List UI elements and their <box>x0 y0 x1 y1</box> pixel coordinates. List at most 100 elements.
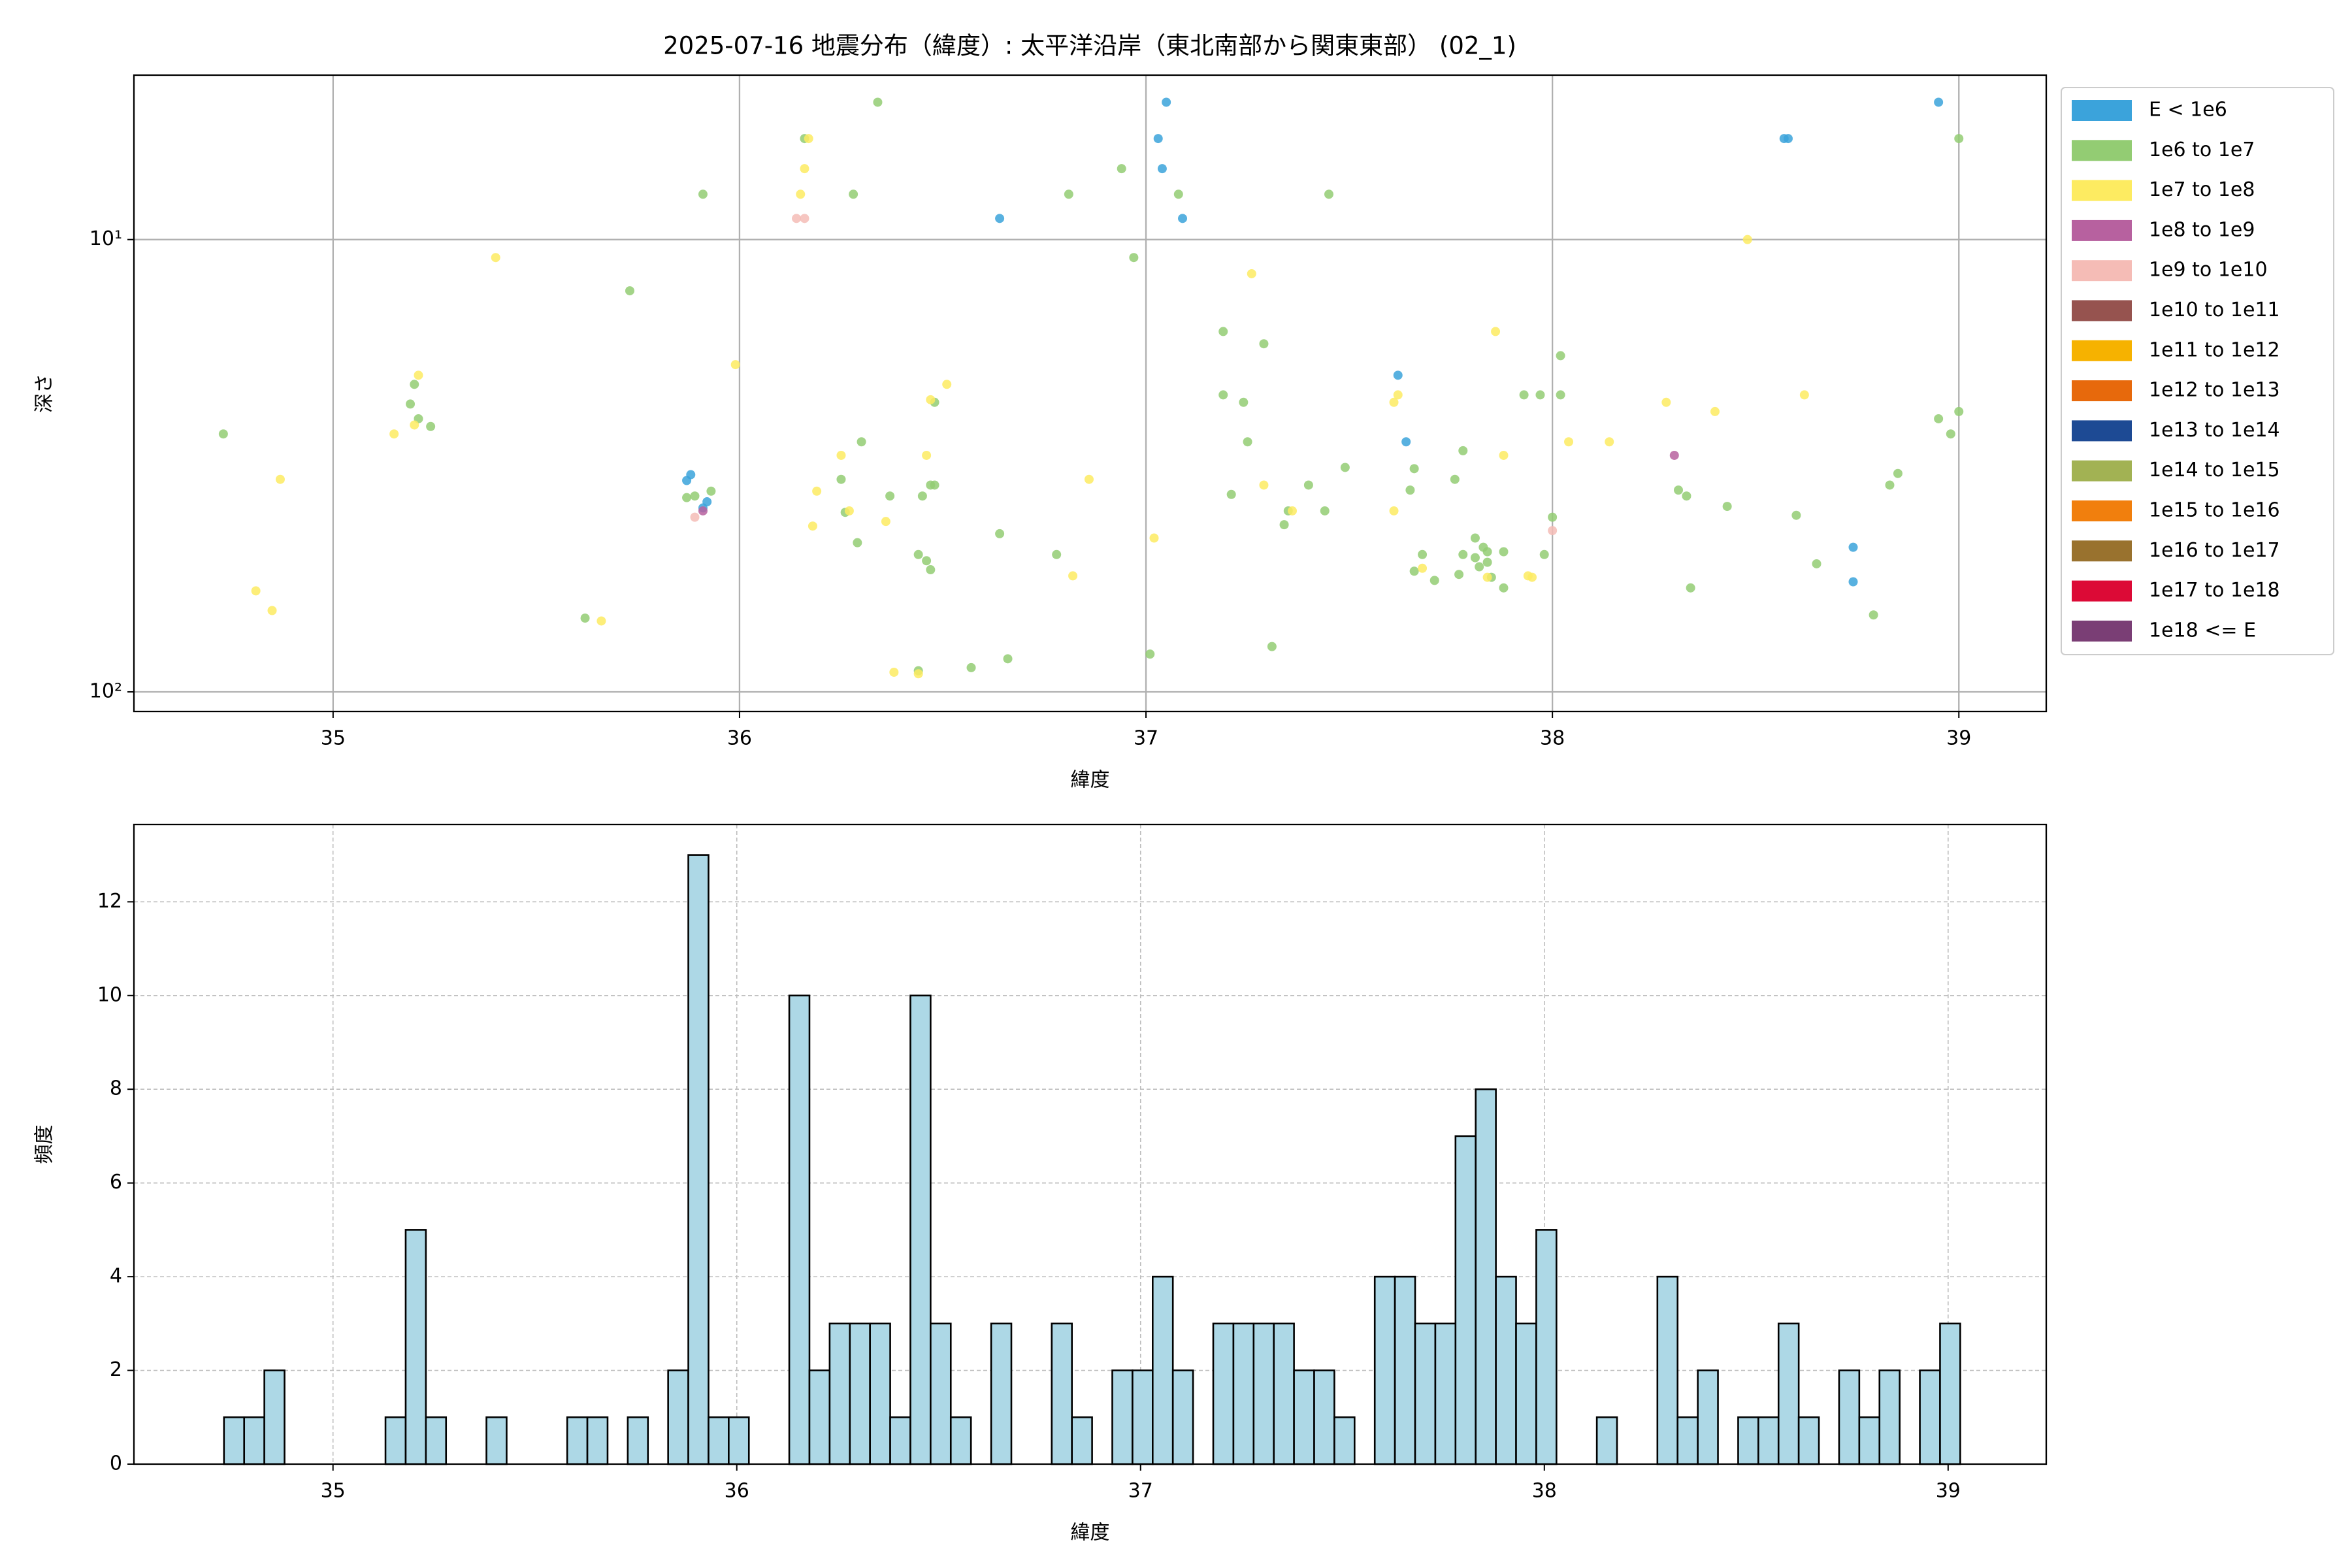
y-axis-label: 頻度 <box>33 1125 56 1164</box>
legend-swatch <box>2072 340 2132 361</box>
scatter-point <box>1893 468 1903 478</box>
scatter-point <box>922 556 932 566</box>
histogram-bar <box>1171 1369 1194 1465</box>
histogram-bar <box>1051 1322 1073 1465</box>
x-tick-label: 38 <box>1540 727 1565 750</box>
legend-label: 1e16 to 1e17 <box>2149 539 2280 562</box>
histogram-bar <box>1151 1275 1174 1465</box>
scatter-point <box>1548 512 1558 522</box>
scatter-point <box>625 286 634 296</box>
scatter-point <box>885 491 895 501</box>
legend-swatch <box>2072 420 2132 442</box>
scatter-point <box>1605 437 1614 447</box>
scatter-point <box>1418 563 1428 573</box>
scatter-point <box>698 506 708 515</box>
scatter-point <box>1239 397 1249 407</box>
x-tick-label: 39 <box>1946 727 1971 750</box>
histogram-bar <box>1454 1135 1477 1465</box>
histogram-bar <box>1313 1369 1335 1465</box>
y-axis-label: 深さ <box>33 374 56 413</box>
legend-swatch <box>2072 380 2132 402</box>
x-tick-label: 35 <box>321 727 346 750</box>
legend-label: 1e8 to 1e9 <box>2149 218 2255 241</box>
scatter-point <box>1812 559 1821 568</box>
histogram-bar <box>586 1416 609 1465</box>
scatter-point <box>800 214 809 223</box>
legend-swatch <box>2072 100 2132 121</box>
scatter-point <box>1783 134 1793 144</box>
y-tick-label: 0 <box>110 1452 122 1475</box>
scatter-point <box>389 429 399 439</box>
histogram-bar <box>808 1369 831 1465</box>
legend-label: 1e7 to 1e8 <box>2149 178 2255 201</box>
histogram-bar <box>1858 1416 1881 1465</box>
histogram-bar <box>1414 1322 1437 1465</box>
histogram-bar <box>869 1322 891 1465</box>
scatter-point <box>706 486 716 496</box>
chart-title: 2025-07-16 地震分布（緯度）: 太平洋沿岸（東北南部から関東東部） (… <box>663 32 1516 60</box>
scatter-point <box>926 395 936 404</box>
scatter-point <box>889 667 899 677</box>
histogram-bar <box>1919 1369 1941 1465</box>
histogram-bar <box>1394 1275 1416 1465</box>
scatter-point <box>1954 134 1964 144</box>
legend-label: 1e17 to 1e18 <box>2149 579 2280 602</box>
histogram-bar <box>404 1229 427 1465</box>
x-tick-label: 38 <box>1532 1480 1557 1503</box>
scatter-point <box>218 429 228 439</box>
scatter-point <box>1669 450 1679 460</box>
scatter-point <box>1084 474 1094 484</box>
scatter-point <box>1458 446 1468 455</box>
legend-swatch <box>2072 220 2132 241</box>
scatter-point <box>682 476 692 485</box>
scatter-point <box>1954 406 1964 416</box>
histogram-bar <box>1939 1322 1961 1465</box>
scatter-point <box>1682 491 1691 501</box>
histogram-bar <box>1495 1275 1517 1465</box>
histogram-bar <box>1373 1275 1396 1465</box>
legend-label: 1e13 to 1e14 <box>2149 419 2280 442</box>
histogram-bar <box>263 1369 286 1465</box>
scatter-point <box>1247 269 1256 278</box>
legend-swatch <box>2072 500 2132 521</box>
legend-label: 1e18 <= E <box>2149 619 2256 642</box>
scatter-point <box>1499 583 1509 593</box>
scatter-point <box>426 421 436 431</box>
scatter-point <box>1450 474 1460 484</box>
histogram-bar <box>1434 1322 1457 1465</box>
histogram-bar <box>828 1322 851 1465</box>
scatter-point <box>1710 406 1720 416</box>
scatter-point <box>1117 164 1126 174</box>
histogram-bar <box>1132 1369 1154 1465</box>
x-tick-label: 37 <box>1128 1480 1153 1503</box>
y-tick-label: 10² <box>90 679 122 702</box>
scatter-point <box>913 669 923 679</box>
histogram-bar <box>1676 1416 1699 1465</box>
scatter-point <box>881 517 890 527</box>
legend-swatch <box>2072 140 2132 161</box>
legend-label: 1e12 to 1e13 <box>2149 379 2280 402</box>
scatter-point <box>1218 327 1228 336</box>
histogram-bar <box>708 1416 730 1465</box>
histogram-bar <box>1111 1369 1134 1465</box>
histogram-bar <box>949 1416 972 1465</box>
scatter-point <box>930 480 939 490</box>
scatter-point <box>1389 506 1399 515</box>
scatter-point <box>690 491 700 501</box>
scatter-point <box>1482 572 1492 582</box>
scatter-point <box>1885 480 1895 490</box>
histogram-bar <box>1595 1416 1618 1465</box>
scatter-point <box>1243 437 1252 447</box>
scatter-point <box>853 538 862 547</box>
scatter-point <box>580 613 590 623</box>
histogram-bar <box>849 1322 871 1465</box>
scatter-point <box>796 189 806 199</box>
scatter-point <box>1279 520 1289 530</box>
scatter-point <box>1389 397 1399 407</box>
scatter-point <box>1458 549 1468 559</box>
scatter-point <box>844 506 854 515</box>
legend-swatch <box>2072 260 2132 282</box>
x-tick-label: 37 <box>1134 727 1158 750</box>
